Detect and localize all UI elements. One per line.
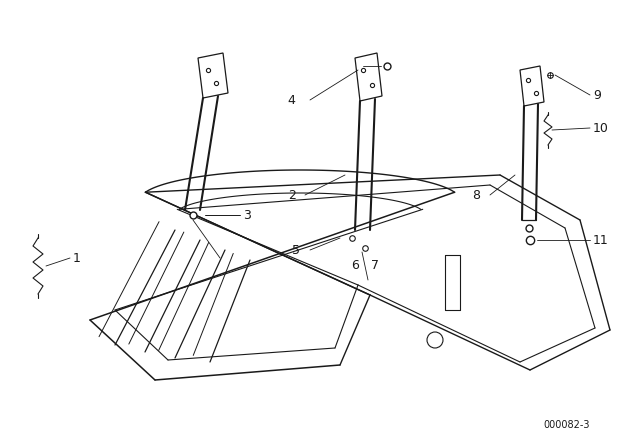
Text: 6: 6 (351, 258, 359, 271)
Text: 8: 8 (472, 189, 480, 202)
Text: 000082-3: 000082-3 (543, 420, 590, 430)
Text: 5: 5 (292, 244, 300, 257)
Text: 2: 2 (288, 189, 296, 202)
Text: 3: 3 (243, 208, 251, 221)
Text: 4: 4 (287, 94, 295, 107)
Text: 9: 9 (593, 89, 601, 102)
Text: 10: 10 (593, 121, 609, 134)
Text: 7: 7 (371, 258, 379, 271)
Text: 11: 11 (593, 233, 609, 246)
Text: 1: 1 (73, 251, 81, 264)
